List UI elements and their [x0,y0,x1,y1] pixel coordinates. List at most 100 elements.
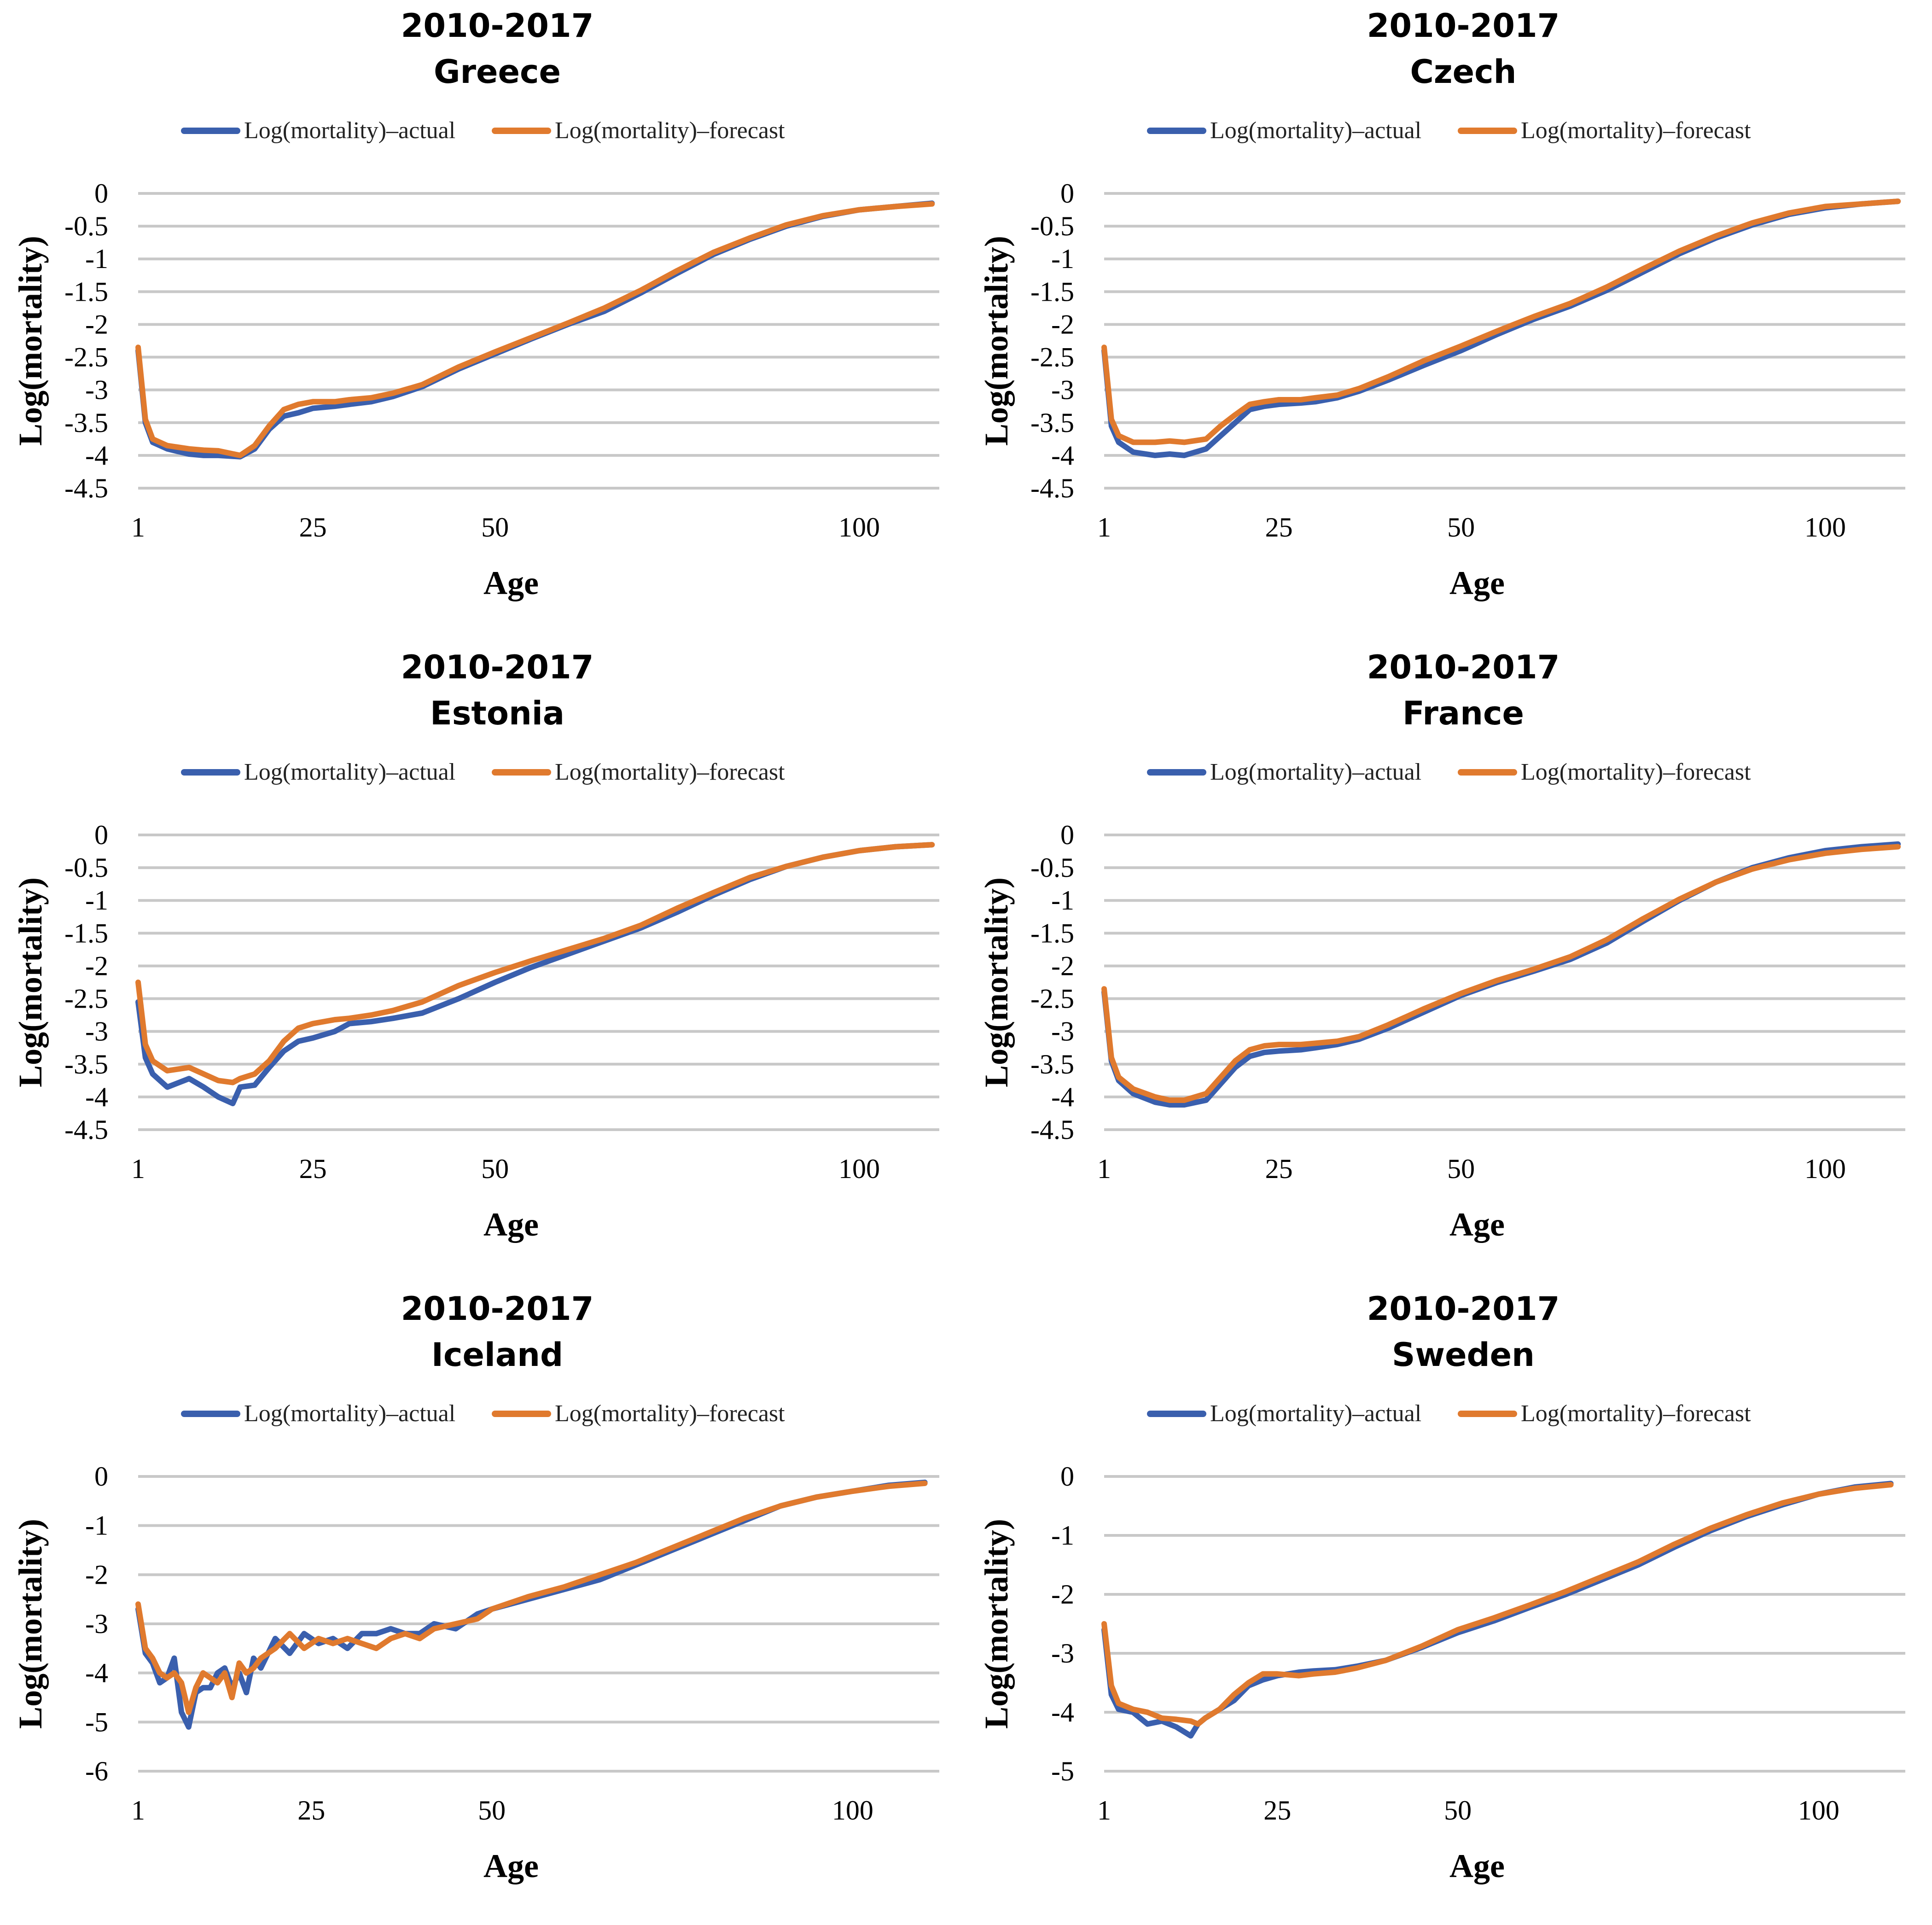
series-line-actual [135,1479,928,1730]
x-axis-title: Age [483,1848,539,1884]
x-axis-title: Age [483,1206,539,1243]
y-tick-label: -3 [1051,1638,1074,1668]
y-tick-label: -3.5 [1030,1049,1074,1079]
legend-label: Log(mortality)–forecast [555,759,785,785]
y-axis-title: Log(mortality) [978,1519,1015,1729]
y-tick-label: -4.5 [64,1114,108,1145]
y-tick-label: -2 [85,1559,108,1590]
x-tick-label: 50 [481,512,509,542]
series-line-actual [1101,841,1901,1108]
x-tick-label: 100 [838,1154,880,1184]
chart-title-country: Iceland [431,1336,563,1374]
chart-title-period: 2010-2017 [1367,1290,1560,1328]
y-tick-label: -1.5 [64,276,108,307]
chart-svg: 2010-2017 France Log(mortality)–actual Log(… [978,648,1905,1243]
y-tick-label: -4 [1051,1697,1074,1727]
x-axis-title: Age [1449,1206,1505,1243]
y-tick-label: -2 [1051,951,1074,981]
chart-panel-sweden: 2010-2017 Sweden Log(mortality)–actual Log(… [966,1283,1932,1925]
legend-label: Log(mortality)–actual [1210,759,1421,785]
chart-svg: 2010-2017 Iceland Log(mortality)–actual Log… [12,1290,939,1884]
legend-label: Log(mortality)–actual [244,117,455,144]
x-tick-label: 25 [1265,1154,1293,1184]
y-tick-label: 0 [1060,1461,1074,1492]
x-tick-label: 1 [131,512,145,542]
y-tick-label: -0.5 [1030,852,1074,883]
series-line-forecast [135,1480,928,1715]
chart-title-period: 2010-2017 [1367,7,1560,45]
chart-title-period: 2010-2017 [401,648,594,686]
x-tick-label: 100 [1798,1795,1839,1826]
x-tick-label: 100 [1804,1154,1846,1184]
y-tick-label: -1.5 [1030,918,1074,948]
y-tick-label: -3 [85,1609,108,1639]
y-tick-label: -2 [1051,1579,1074,1610]
chart-title-country: Czech [1410,53,1517,91]
y-tick-label: -2 [85,951,108,981]
legend-label: Log(mortality)–forecast [1521,1400,1751,1427]
legend-label: Log(mortality)–actual [244,759,455,785]
y-tick-label: -5 [85,1707,108,1737]
y-tick-label: -4 [85,1082,108,1112]
chart-svg: 2010-2017 Greece Log(mortality)–actual Log(… [12,7,939,601]
y-tick-label: -3.5 [1030,408,1074,438]
x-tick-label: 50 [1444,1795,1472,1826]
y-axis-title: Log(mortality) [12,877,49,1087]
y-tick-label: -6 [85,1756,108,1786]
y-tick-label: -3.5 [64,408,108,438]
y-tick-label: 0 [1060,820,1074,850]
x-axis-title: Age [1449,1848,1505,1884]
x-tick-label: 50 [1447,1154,1475,1184]
legend-label: Log(mortality)–actual [1210,1400,1421,1427]
x-tick-label: 100 [838,512,880,542]
x-tick-label: 50 [1447,512,1475,542]
y-tick-label: -1 [85,885,108,916]
chart-svg: 2010-2017 Czech Log(mortality)–actual Log(m… [978,7,1905,601]
y-axis-title: Log(mortality) [12,236,49,446]
y-tick-label: -4 [85,440,108,471]
chart-svg: 2010-2017 Estonia Log(mortality)–actual Log… [12,648,939,1243]
x-tick-label: 25 [297,1795,325,1826]
chart-title-period: 2010-2017 [1367,648,1560,686]
y-tick-label: -3 [1051,375,1074,405]
y-tick-label: -1 [1051,885,1074,916]
y-tick-label: -2.5 [1030,984,1074,1014]
chart-panel-greece: 2010-2017 Greece Log(mortality)–actual Log(… [0,0,966,642]
chart-title-period: 2010-2017 [401,7,594,45]
y-tick-label: -2.5 [64,984,108,1014]
chart-title-country: Sweden [1392,1336,1535,1374]
y-tick-label: -1 [1051,1520,1074,1551]
x-tick-label: 25 [1265,512,1293,542]
y-tick-label: 0 [94,1461,108,1492]
y-tick-label: -2.5 [64,342,108,373]
chart-title-country: Estonia [430,694,564,732]
chart-svg: 2010-2017 Sweden Log(mortality)–actual Log(… [978,1290,1905,1884]
x-tick-label: 25 [299,1154,327,1184]
y-tick-label: -4 [85,1658,108,1688]
y-tick-label: -3.5 [64,1049,108,1079]
x-tick-label: 1 [131,1154,145,1184]
x-tick-label: 50 [478,1795,506,1826]
legend-label: Log(mortality)–forecast [555,117,785,144]
chart-panel-france: 2010-2017 France Log(mortality)–actual Log(… [966,642,1932,1283]
chart-title-country: Greece [434,53,561,91]
x-tick-label: 1 [131,1795,145,1826]
series-line-forecast [1101,198,1901,445]
y-axis-title: Log(mortality) [978,236,1015,446]
y-tick-label: -0.5 [1030,211,1074,241]
x-axis-title: Age [483,565,539,601]
chart-panel-iceland: 2010-2017 Iceland Log(mortality)–actual Log… [0,1283,966,1925]
series-line-actual [135,200,935,460]
x-tick-label: 1 [1097,1795,1111,1826]
chart-panel-estonia: 2010-2017 Estonia Log(mortality)–actual Log… [0,642,966,1283]
y-tick-label: -4.5 [1030,1114,1074,1145]
y-tick-label: -2.5 [1030,342,1074,373]
legend-label: Log(mortality)–actual [1210,117,1421,144]
y-tick-label: -4 [1051,1082,1074,1112]
x-tick-label: 100 [1804,512,1846,542]
x-tick-label: 100 [832,1795,873,1826]
x-tick-label: 50 [481,1154,509,1184]
x-tick-label: 25 [299,512,327,542]
y-tick-label: -0.5 [64,211,108,241]
y-axis-title: Log(mortality) [12,1519,49,1729]
